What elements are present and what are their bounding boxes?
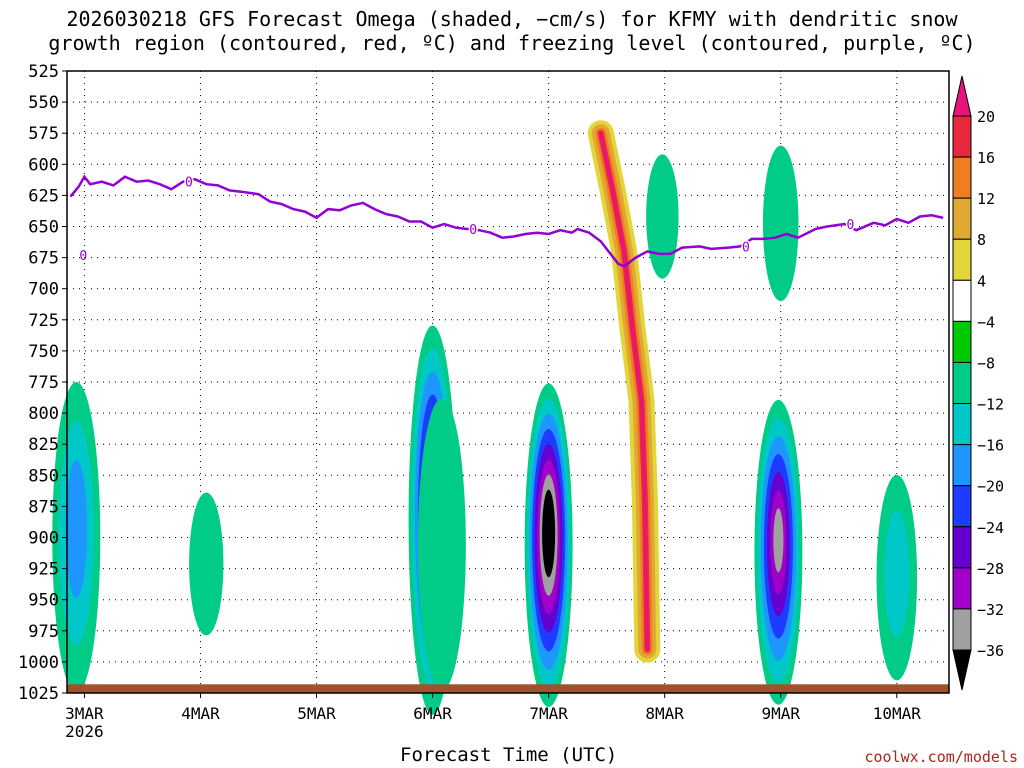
colorbar-swatch-m32tom28	[952, 567, 972, 610]
y-tick-label-700: 700	[28, 280, 59, 300]
colorbar-label-6: −8	[977, 354, 995, 372]
y-tick-label-725: 725	[28, 311, 59, 331]
colorbar-arrow-bottom	[952, 649, 972, 691]
colorbar-swatch-m4to4	[952, 279, 972, 322]
colorbar-label-7: −12	[977, 396, 1004, 414]
chart-title-line-2: growth region (contoured, red, ºC) and f…	[48, 31, 976, 55]
y-axis: 525 550 575 600 625 650 675 700 725 750 775 800 825 8…	[18, 62, 67, 704]
colorbar-label-1: 16	[977, 149, 995, 167]
colorbar-label-10: −24	[977, 519, 1004, 537]
omega-cell-2-8	[544, 504, 553, 559]
omega-cell-8-0	[646, 154, 679, 279]
colorbar-label-2: 12	[977, 190, 995, 208]
colorbar-label-0: 20	[977, 108, 995, 126]
x-tick-label-6MAR: 6MAR	[413, 704, 452, 723]
y-tick-label-625: 625	[28, 186, 59, 206]
x-tick-label-3MAR: 3MAR	[65, 704, 104, 723]
y-tick-label-925: 925	[28, 560, 59, 580]
colorbar-label-3: 8	[977, 231, 986, 249]
y-tick-label-525: 525	[28, 62, 59, 82]
y-tick-label-675: 675	[28, 249, 59, 269]
colorbar-swatch-m16tom12	[952, 403, 972, 446]
omega-cell-4-1	[884, 510, 910, 637]
positive-band-20	[599, 131, 649, 651]
colorbar-label-11: −28	[977, 560, 1004, 578]
colorbar-swatch-m8tom4	[952, 320, 972, 363]
omega-cell-7-0	[762, 145, 799, 302]
y-tick-label-600: 600	[28, 155, 59, 175]
colorbar-swatch-m36tom32	[952, 608, 972, 651]
omega-cell-6-0	[189, 492, 224, 636]
freezing-level-label-1: 0	[469, 223, 477, 238]
y-tick-label-750: 750	[28, 342, 59, 362]
colorbar-swatch-m12tom8	[952, 361, 972, 405]
freezing-level-contour: 0 0 0 0 0	[69, 174, 944, 268]
colorbar-swatch-16to20	[952, 115, 972, 158]
colorbar-label-9: −20	[977, 478, 1004, 496]
omega-cell-5-0	[417, 398, 466, 691]
freezing-level-label-0: 0	[185, 176, 193, 191]
freezing-level-label-3: 0	[846, 218, 854, 233]
y-tick-label-800: 800	[28, 404, 59, 424]
x-tick-label-10MAR: 10MAR	[873, 704, 922, 723]
x-tick-label-7MAR: 7MAR	[529, 704, 568, 723]
omega-shading	[52, 120, 918, 715]
x-tick-label-4MAR: 4MAR	[181, 704, 220, 723]
y-tick-label-1025: 1025	[18, 684, 59, 704]
x-tick-label-9MAR: 9MAR	[761, 704, 800, 723]
terrain-strip	[67, 684, 949, 693]
y-tick-label-575: 575	[28, 124, 59, 144]
y-tick-label-825: 825	[28, 435, 59, 455]
colorbar-arrow-top	[952, 75, 972, 117]
freezing-level-label-2: 0	[742, 240, 750, 255]
colorbar-swatch-8to12	[952, 197, 972, 240]
x-axis-title: Forecast Time (UTC)	[400, 744, 618, 766]
colorbar-label-12: −32	[977, 601, 1004, 619]
x-tick-sublabel-3MAR: 2026	[65, 722, 104, 741]
colorbar-label-4: 4	[977, 272, 986, 290]
colorbar: 20 16 12 8 4 −4 −8 −12 −16 −20 −24 −28 −32 −36	[952, 75, 1004, 691]
colorbar-swatch-m20tom16	[952, 444, 972, 487]
colorbar-swatch-12to16	[952, 156, 972, 199]
colorbar-swatch-4to8	[952, 238, 972, 281]
x-tick-label-5MAR: 5MAR	[297, 704, 336, 723]
chart-title-line-1: 2026030218 GFS Forecast Omega (shaded, −…	[66, 7, 958, 31]
y-tick-label-850: 850	[28, 466, 59, 486]
omega-cell-0-2	[65, 459, 87, 598]
y-tick-label-900: 900	[28, 529, 59, 549]
colorbar-swatch-m28tom24	[952, 526, 972, 569]
y-tick-label-1000: 1000	[18, 653, 59, 673]
freezing-level-isolated-label-0: 0	[79, 249, 87, 264]
terrain-ground	[67, 684, 949, 693]
y-tick-label-550: 550	[28, 93, 59, 113]
colorbar-swatch-m24tom20	[952, 485, 972, 528]
colorbar-label-13: −36	[977, 642, 1004, 660]
y-tick-label-975: 975	[28, 622, 59, 642]
colorbar-label-8: −16	[977, 437, 1004, 455]
y-tick-label-650: 650	[28, 218, 59, 238]
colorbar-label-5: −4	[977, 313, 995, 331]
y-tick-label-950: 950	[28, 591, 59, 611]
freezing-level-line	[69, 174, 944, 268]
credit-link[interactable]: coolwx.com/models	[864, 748, 1018, 766]
y-tick-label-775: 775	[28, 373, 59, 393]
omega-cell-3-6	[773, 508, 784, 573]
y-tick-label-875: 875	[28, 497, 59, 517]
x-tick-label-8MAR: 8MAR	[645, 704, 684, 723]
